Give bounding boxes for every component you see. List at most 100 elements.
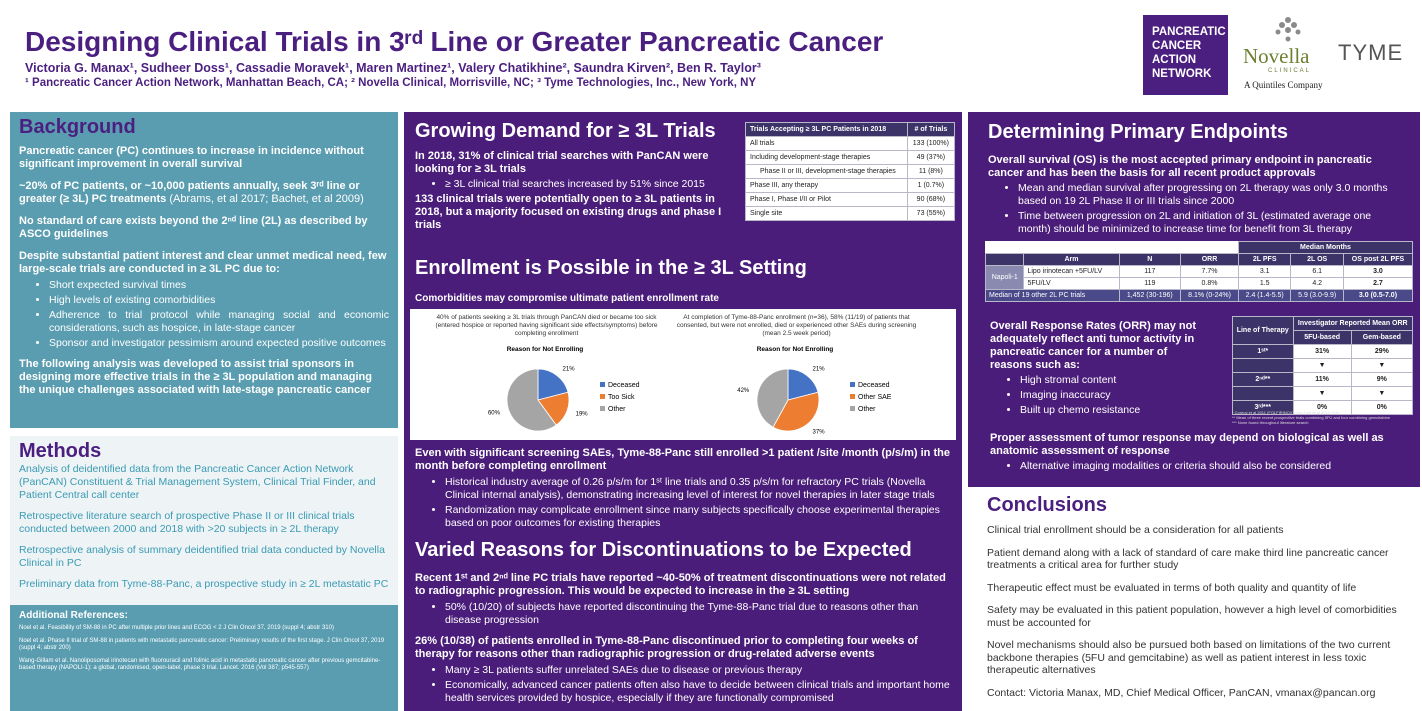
bullet: Built up chemo resistance: [1020, 404, 1210, 417]
trials-table: Trials Accepting ≥ 3L PC Patients in 201…: [745, 122, 956, 221]
table-cell: 11%: [1292, 372, 1352, 387]
bullet-list: Many ≥ 3L patients suffer unrelated SAEs…: [415, 664, 950, 705]
table-header: 5FU-based: [1292, 330, 1352, 345]
paragraph: ~20% of PC patients, or ~10,000 patients…: [19, 180, 389, 206]
pie-chart: Reason for Not Enrolling 21% Deceased 19% To…: [488, 346, 640, 432]
table-cell: 1.5: [1237, 277, 1292, 290]
footnote: * Conroy et al 2011 (FOLFIRINOX); Von Ho…: [1232, 410, 1340, 415]
assessment-text: Proper assessment of tumor response may …: [990, 432, 1400, 475]
bullet-list: Historical industry average of 0.26 p/s/…: [415, 476, 950, 530]
paragraph: 133 clinical trials were potentially ope…: [415, 193, 722, 231]
table-header: Line of Therapy: [1232, 316, 1294, 345]
table-cell: 0.8%: [1180, 277, 1239, 290]
table-cell: 5.9 (3.0-9.9): [1290, 289, 1344, 302]
bullet-list: Alternative imaging modalities or criter…: [990, 460, 1400, 473]
table-cell: 1 (0.7%): [906, 178, 956, 193]
title: Designing Clinical Trials in 3ʳᵈ Line or…: [25, 26, 884, 57]
table-cell: 3ʳᵈ***: [1232, 400, 1294, 415]
pie-title: Reason for Not Enrolling: [507, 346, 584, 353]
references-panel: Additional References: Noel et al. Feasi…: [10, 605, 398, 711]
paragraph: The following analysis was developed to …: [19, 358, 372, 396]
table-cell: 29%: [1350, 344, 1414, 359]
pancan-logo: PANCREATIC CANCER ACTION NETWORK: [1143, 15, 1228, 95]
table-row: 3ʳᵈ*** 0% 0%: [1232, 400, 1414, 415]
table-body: 1ˢᵗ* 31% 29% ▼ ▼ 2ⁿᵈ** 11% 9% ▼ ▼ 3ʳᵈ*** 0% 0%: [1232, 344, 1414, 415]
bullet: Adherence to trial protocol while managi…: [49, 309, 389, 335]
table-header: OS post 2L PFS: [1342, 253, 1414, 266]
authors: Victoria G. Manax¹, Sudheer Doss¹, Cassa…: [25, 61, 761, 75]
table-cell: 133 (100%): [906, 136, 956, 151]
bullet-list: High stromal content Imaging inaccuracy Bu…: [990, 374, 1210, 417]
table-header: Gem-based: [1350, 330, 1414, 345]
table-header: 2L OS: [1290, 253, 1344, 266]
method-item: Retrospective analysis of summary deiden…: [19, 544, 385, 569]
pie-label: 37%: [813, 430, 826, 436]
table-cell: 11 (8%): [906, 164, 956, 179]
novella-logo: Novella: [1243, 44, 1310, 68]
table-cell: 1,452 (30-196): [1118, 289, 1182, 302]
table-row: Phase III, any therapy 1 (0.7%): [745, 178, 956, 193]
table-group-label: Napoli-1: [984, 265, 1025, 290]
table-cell: [1232, 358, 1294, 373]
heading: Additional References:: [19, 610, 128, 621]
table-row: Phase I, Phase I/II or Pilot 90 (68%): [745, 192, 956, 207]
bullet: Economically, advanced cancer patients o…: [445, 679, 950, 705]
pie-chart: Reason for Not Enrolling 21% Deceased 37% Ot…: [737, 346, 892, 436]
bullet: Many ≥ 3L patients suffer unrelated SAEs…: [445, 664, 950, 677]
table-cell: 0%: [1350, 400, 1414, 415]
table-cell: 9%: [1350, 372, 1414, 387]
table-row: Phase II or III, development-stage thera…: [745, 164, 956, 179]
pie-slice: [506, 368, 557, 432]
heading: Background: [19, 116, 136, 138]
methods-panel: Methods Analysis of deidentified data fr…: [10, 436, 398, 605]
pie-label: 42%: [737, 388, 750, 394]
middle-panel: Growing Demand for ≥ 3L Trials In 2018, …: [404, 112, 962, 711]
table-row: 2ⁿᵈ** 11% 9%: [1232, 372, 1414, 387]
heading: Methods: [19, 440, 102, 462]
pie-slice: [772, 391, 820, 432]
paragraph: In 2018, 31% of clinical trial searches …: [415, 150, 709, 175]
table-cell: 6.1: [1290, 265, 1344, 278]
table-cell: 73 (55%): [906, 206, 956, 221]
table-cell: Single site: [745, 206, 908, 221]
table-cell: [1232, 386, 1294, 401]
reference: Wang-Gillam et al. Nanoliposomal irinote…: [19, 657, 381, 672]
method-item: Analysis of deidentified data from the P…: [19, 463, 376, 501]
bullet-list: Mean and median survival after progressi…: [988, 182, 1403, 236]
legend-swatch: [600, 406, 605, 411]
pie-caption: At completion of Tyme-88-Panc enrollment…: [676, 314, 917, 337]
legend-swatch: [600, 394, 605, 399]
paragraph: Despite substantial patient interest and…: [19, 250, 387, 275]
background-panel: Background Pancreatic cancer (PC) contin…: [10, 112, 398, 428]
bullet: Alternative imaging modalities or criter…: [1020, 460, 1400, 473]
legend-label: Other: [608, 406, 626, 413]
table-cell: 5FU/LV: [1023, 277, 1120, 290]
legend-label: Deceased: [608, 382, 640, 389]
table-cell: Phase III, any therapy: [745, 178, 908, 193]
legend-swatch: [850, 406, 855, 411]
pie-label: 21%: [813, 366, 826, 372]
bullet: ≥ 3L clinical trial searches increased b…: [445, 178, 735, 191]
reference: Noel et al. Feasibility of SM-88 in PC a…: [19, 625, 334, 631]
table-cell: 49 (37%): [906, 150, 956, 165]
pie-slice: [537, 368, 569, 401]
table-row: 1ˢᵗ* 31% 29%: [1232, 344, 1414, 359]
orr-table: Line of Therapy Investigator Reported Mea…: [1232, 316, 1414, 415]
pie-label: 21%: [563, 366, 576, 372]
pie-label: 60%: [488, 410, 501, 416]
bullet-list: 50% (10/20) of subjects have reported di…: [415, 601, 950, 627]
bullet: Time between progression on 2L and initi…: [1018, 210, 1403, 236]
bullet: Sponsor and investigator pessimism aroun…: [49, 337, 389, 350]
legend-swatch: [850, 394, 855, 399]
bullet-list: ≥ 3L clinical trial searches increased b…: [415, 178, 735, 191]
table-cell: 119: [1118, 277, 1182, 290]
table-cell: 2.4 (1.4-5.5): [1237, 289, 1292, 302]
table-group-header: Investigator Reported Mean ORR: [1292, 316, 1414, 331]
heading: Determining Primary Endpoints: [988, 121, 1289, 143]
conclusion: Therapeutic effect must be evaluated in …: [987, 581, 1357, 594]
table-cell: Including development-stage therapies: [745, 150, 908, 165]
paragraph: Recent 1ˢᵗ and 2ⁿᵈ line PC trials have r…: [415, 572, 946, 597]
footnotes: * Conroy et al 2011 (FOLFIRINOX); Von Ho…: [1232, 410, 1412, 425]
